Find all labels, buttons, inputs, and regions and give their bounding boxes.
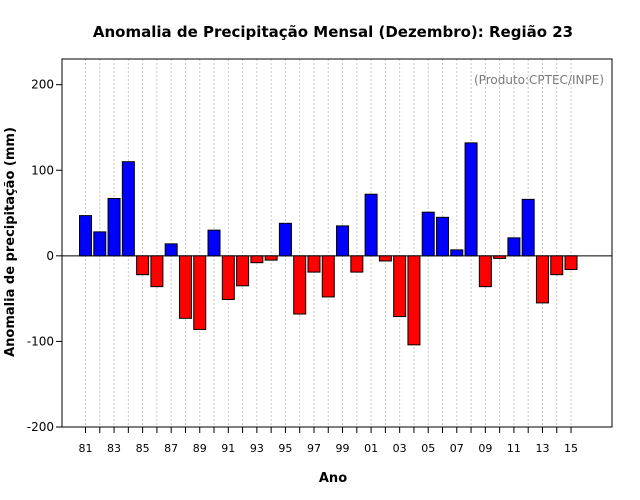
bar-1981: [79, 215, 92, 257]
chart-title: Anomalia de Precipitação Mensal (Dezembr…: [93, 23, 573, 41]
bar-2015: [564, 255, 578, 271]
bar-2011: [507, 237, 521, 257]
x-tick-label: 97: [307, 442, 321, 455]
bar-1993: [250, 255, 264, 264]
x-tick-label: 89: [193, 442, 207, 455]
bar-2004: [407, 255, 421, 346]
x-tick-label: 95: [278, 442, 292, 455]
y-tick-label: 200: [31, 78, 54, 92]
x-axis: 81 83 85 87 89 91 93 95 97 99 01 03 05 07 09 11 13 15: [79, 427, 578, 455]
x-tick-label: 87: [164, 442, 178, 455]
bars: [79, 142, 578, 346]
bar-2005: [421, 211, 435, 257]
bar-2009: [478, 255, 492, 288]
x-tick-label: 09: [478, 442, 492, 455]
bar-1995: [278, 222, 292, 257]
x-tick-label: 13: [535, 442, 549, 455]
x-tick-label: 81: [79, 442, 93, 455]
bar-1997: [307, 255, 321, 273]
x-tick-label: 83: [107, 442, 121, 455]
y-axis: -200 -100 0 100 200: [27, 78, 62, 434]
x-axis-label: Ano: [319, 471, 347, 486]
bar-2003: [393, 255, 407, 318]
x-tick-label: 03: [393, 442, 407, 455]
grid-lines: [85, 59, 572, 427]
bar-2014: [550, 255, 564, 276]
x-tick-label: 15: [564, 442, 578, 455]
bar-1994: [264, 255, 278, 261]
y-tick-label: -200: [27, 420, 54, 434]
chart-credit: (Produto:CPTEC/INPE): [474, 73, 604, 87]
x-tick-label: 07: [450, 442, 464, 455]
y-tick-label: -100: [27, 334, 54, 348]
bar-2007: [450, 249, 464, 257]
y-tick-label: 0: [46, 249, 54, 263]
bar-2008: [464, 142, 478, 257]
bar-2010: [493, 255, 507, 259]
bar-1987: [164, 243, 178, 257]
x-tick-label: 01: [364, 442, 378, 455]
bar-1989: [193, 255, 207, 330]
bar-2000: [350, 255, 364, 273]
bar-2001: [364, 193, 378, 257]
bar-1988: [178, 255, 192, 319]
bar-2006: [436, 216, 449, 257]
bar-2013: [535, 255, 549, 304]
bar-1999: [336, 225, 350, 257]
bar-1985: [136, 255, 150, 276]
x-tick-label: 05: [421, 442, 435, 455]
bar-2012: [521, 198, 535, 257]
bar-1996: [293, 255, 307, 315]
bar-1986: [150, 255, 164, 288]
y-axis-label: Anomalia de precipitação (mm): [3, 127, 18, 357]
x-tick-label: 85: [136, 442, 150, 455]
bar-1982: [93, 231, 107, 257]
y-tick-label: 100: [31, 163, 54, 177]
plot-frame: [61, 58, 613, 428]
x-tick-label: 91: [221, 442, 235, 455]
bar-1992: [236, 255, 250, 287]
x-tick-label: 99: [336, 442, 350, 455]
bar-1998: [321, 255, 335, 298]
x-tick-label: 11: [507, 442, 521, 455]
bar-1984: [121, 161, 135, 257]
bar-1983: [107, 197, 121, 257]
bar-1991: [221, 255, 235, 300]
x-tick-label: 93: [250, 442, 264, 455]
bar-1990: [207, 229, 221, 257]
bar-2002: [378, 255, 392, 262]
